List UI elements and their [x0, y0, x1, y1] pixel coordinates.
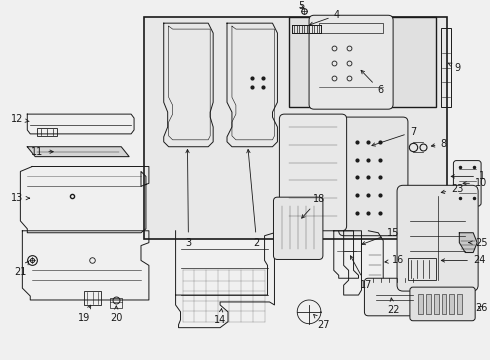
- Text: 6: 6: [361, 70, 383, 95]
- Text: 10: 10: [463, 178, 487, 188]
- Text: 4: 4: [310, 10, 340, 25]
- Bar: [144, 17, 447, 239]
- Bar: [84, 291, 101, 305]
- Text: 5: 5: [298, 1, 304, 12]
- Bar: [457, 294, 462, 314]
- Bar: [408, 258, 436, 280]
- Text: 12: 12: [11, 114, 29, 124]
- Bar: [441, 294, 446, 314]
- Text: 17: 17: [350, 256, 372, 290]
- Text: 1: 1: [451, 171, 485, 181]
- FancyBboxPatch shape: [339, 117, 408, 236]
- Bar: [289, 17, 436, 107]
- Text: 8: 8: [431, 139, 446, 149]
- Bar: [426, 294, 431, 314]
- FancyBboxPatch shape: [410, 287, 475, 321]
- Bar: [434, 294, 439, 314]
- Text: 19: 19: [77, 305, 91, 323]
- Text: 2: 2: [247, 149, 260, 248]
- Text: 14: 14: [214, 309, 226, 325]
- Text: 3: 3: [185, 149, 192, 248]
- FancyBboxPatch shape: [453, 161, 481, 206]
- FancyBboxPatch shape: [365, 278, 422, 316]
- Text: 22: 22: [387, 298, 399, 315]
- Bar: [449, 294, 454, 314]
- Text: 11: 11: [31, 147, 53, 157]
- Text: 21: 21: [14, 261, 29, 277]
- FancyBboxPatch shape: [309, 15, 393, 109]
- Text: 7: 7: [372, 127, 416, 146]
- Bar: [418, 294, 423, 314]
- Bar: [110, 298, 122, 308]
- Text: 15: 15: [362, 228, 399, 245]
- Bar: [441, 28, 451, 107]
- Bar: [294, 25, 297, 33]
- Text: 27: 27: [314, 315, 330, 330]
- Bar: [144, 17, 447, 239]
- Bar: [309, 25, 312, 33]
- Text: 9: 9: [448, 63, 461, 73]
- Text: 16: 16: [385, 256, 404, 265]
- Text: 13: 13: [11, 193, 29, 203]
- Text: 18: 18: [302, 194, 325, 218]
- Bar: [314, 25, 317, 33]
- Polygon shape: [459, 233, 477, 252]
- Bar: [299, 25, 302, 33]
- Bar: [37, 128, 57, 136]
- Bar: [319, 23, 383, 33]
- Bar: [289, 17, 436, 107]
- FancyBboxPatch shape: [273, 197, 323, 260]
- Text: 24: 24: [441, 256, 485, 265]
- Text: 23: 23: [441, 184, 464, 194]
- Bar: [304, 25, 307, 33]
- Polygon shape: [27, 147, 129, 157]
- Text: 20: 20: [110, 306, 122, 323]
- Text: 26: 26: [475, 303, 487, 313]
- Text: 25: 25: [469, 238, 488, 248]
- FancyBboxPatch shape: [397, 185, 478, 291]
- FancyBboxPatch shape: [279, 114, 346, 231]
